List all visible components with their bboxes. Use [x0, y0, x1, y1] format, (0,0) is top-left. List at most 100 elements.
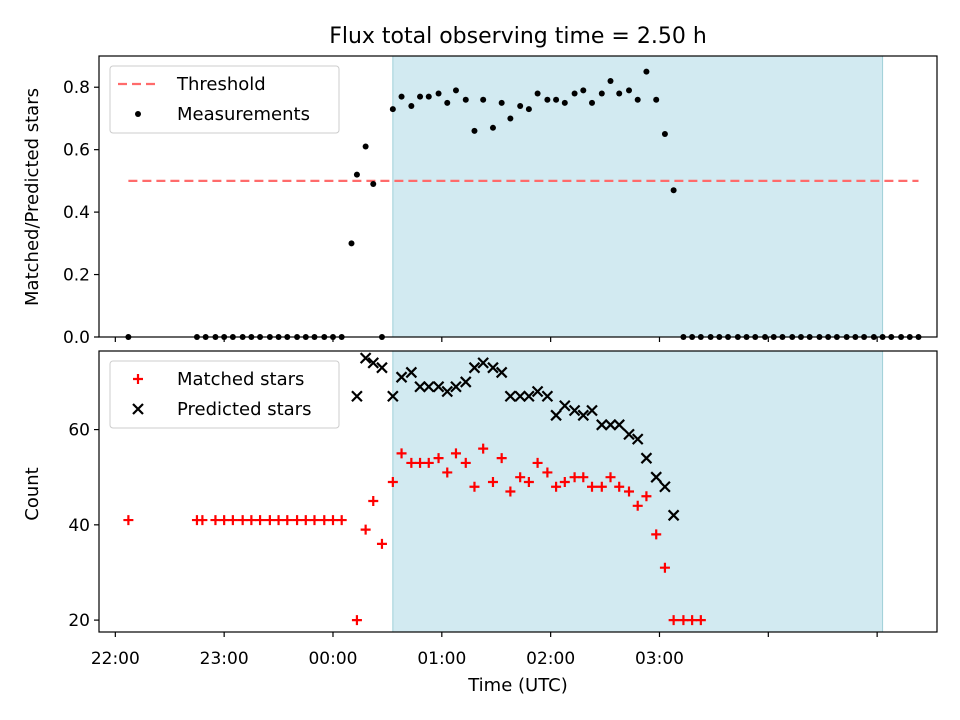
bottom-y-tick-label: 60 [68, 421, 90, 441]
top-measurement-point [616, 90, 623, 97]
top-axes-frame [98, 55, 938, 338]
top-measurement-point [435, 90, 442, 97]
top-y-tick-label: 0.4 [63, 203, 90, 223]
bottom-matched-point [396, 448, 407, 459]
top-measurement-point [471, 127, 478, 134]
bottom-matched-point [197, 515, 208, 526]
top-measurement-point [544, 96, 551, 103]
bottom-predicted-point [531, 385, 544, 398]
bottom-matched-point [478, 443, 489, 454]
bottom-matched-point [219, 515, 230, 526]
bottom-matched-point [632, 500, 643, 511]
x-tick-label: 03:00 [635, 649, 684, 669]
bottom-predicted-point [450, 380, 462, 393]
bottom-matched-point [678, 615, 689, 626]
top-measurement-point [598, 90, 605, 97]
x-tick-label: 22:00 [91, 649, 140, 669]
bottom-predicted-point [650, 471, 662, 483]
top-legend-measurement-swatch [135, 111, 141, 117]
top-y-tick-label: 0.8 [63, 78, 90, 98]
bottom-matched-point [614, 481, 625, 492]
bottom-predicted-point [395, 371, 408, 383]
bottom-predicted-point [441, 385, 454, 398]
bottom-matched-point [542, 467, 553, 478]
bottom-predicted-point [631, 433, 644, 445]
bottom-observing-window [392, 350, 884, 633]
x-tick-label: 00:00 [308, 649, 357, 669]
bottom-matched-point [210, 515, 221, 526]
top-measurement-point [670, 187, 677, 194]
bottom-predicted-point [604, 419, 617, 431]
top-measurement-point [561, 99, 568, 106]
bottom-matched-point [246, 515, 257, 526]
bottom-matched-point [255, 515, 266, 526]
bottom-predicted-point [405, 366, 418, 379]
bottom-matched-point [227, 515, 238, 526]
top-measurement-point [398, 93, 405, 100]
bottom-legend-matched-swatch [133, 374, 143, 384]
bottom-matched-point [368, 496, 379, 507]
bottom-predicted-point [422, 380, 435, 393]
bottom-matched-point [515, 472, 526, 483]
bottom-matched-point [123, 515, 134, 526]
bottom-matched-point [578, 472, 589, 483]
bottom-matched-point [433, 453, 444, 464]
bottom-predicted-point [577, 409, 590, 422]
bottom-matched-point [605, 472, 616, 483]
bottom-y-axis-label: Count [22, 467, 43, 520]
bottom-predicted-point [514, 390, 526, 403]
bottom-matched-point [282, 515, 293, 526]
top-measurement-point [417, 93, 424, 100]
bottom-predicted-point [414, 380, 426, 393]
top-measurement-point [517, 102, 524, 109]
bottom-matched-point [523, 476, 534, 487]
bottom-predicted-point [367, 357, 380, 369]
x-tick-label: 23:00 [200, 649, 249, 669]
bottom-matched-point [237, 515, 248, 526]
bottom-matched-point [487, 476, 498, 487]
bottom-matched-point [532, 457, 543, 468]
bottom-matched-point [641, 491, 652, 502]
bottom-matched-point [469, 481, 480, 492]
top-measurement-point [634, 96, 641, 103]
bottom-matched-point [668, 615, 679, 626]
top-measurement-point [607, 77, 614, 84]
bottom-predicted-point [459, 376, 472, 388]
bottom-matched-point [360, 524, 371, 535]
top-measurement-point [452, 87, 459, 94]
bottom-predicted-point [596, 419, 608, 431]
top-measurement-point [571, 90, 578, 97]
bottom-predicted-point [477, 357, 489, 369]
bottom-matched-point [505, 486, 516, 497]
top-measurement-point [408, 102, 415, 109]
bottom-matched-point [460, 457, 471, 468]
top-measurement-point [362, 143, 369, 150]
bottom-predicted-point [659, 480, 671, 493]
bottom-matched-point [496, 453, 507, 464]
bottom-matched-point [336, 515, 347, 526]
top-measurement-point [580, 87, 587, 94]
top-measurement-point [643, 68, 650, 75]
bottom-matched-point [559, 476, 570, 487]
chart-title: Flux total observing time = 2.50 h [329, 24, 707, 49]
top-observing-window [392, 55, 884, 338]
top-measurement-point [507, 115, 514, 122]
top-measurement-point [425, 93, 432, 100]
bottom-predicted-point [586, 404, 598, 417]
bottom-matched-point [300, 515, 311, 526]
bottom-matched-point [264, 515, 275, 526]
top-measurement-point [553, 96, 560, 103]
x-axis-label: Time (UTC) [467, 675, 568, 696]
bottom-matched-point [695, 615, 706, 626]
top-measurement-point [653, 96, 660, 103]
bottom-matched-point [387, 476, 398, 487]
bottom-legend-predicted-swatch [132, 403, 144, 415]
top-measurement-point [389, 106, 396, 113]
bottom-predicted-point [640, 452, 653, 464]
bottom-matched-point [651, 529, 662, 540]
bottom-matched-point [319, 515, 330, 526]
bottom-matched-point [415, 457, 426, 468]
top-measurement-point [480, 96, 487, 103]
bottom-predicted-point [541, 390, 554, 403]
